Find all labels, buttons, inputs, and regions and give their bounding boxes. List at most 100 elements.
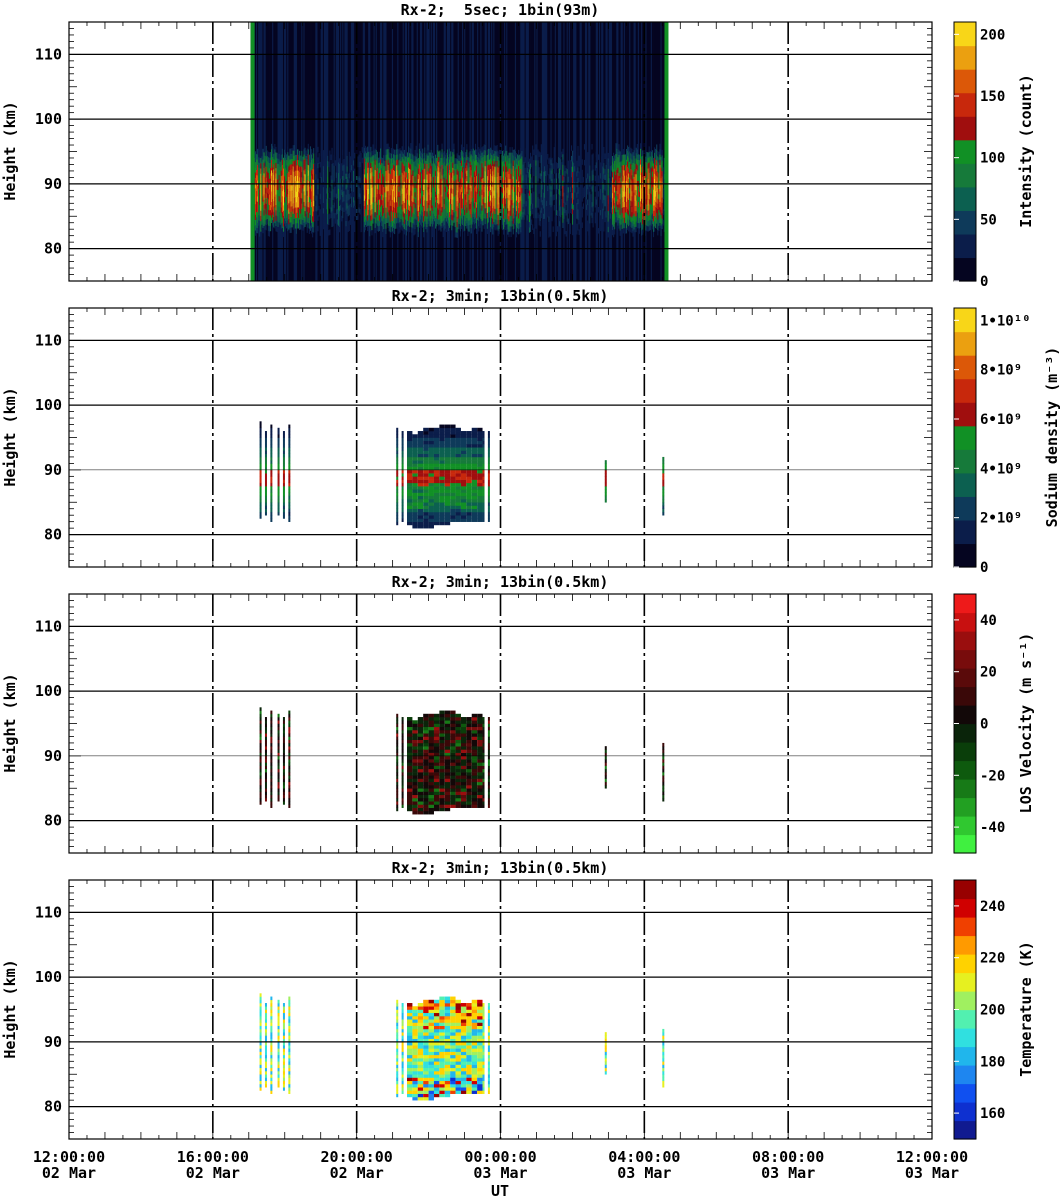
intensity-cell xyxy=(299,198,301,204)
intensity-cell xyxy=(454,163,456,170)
intensity-cell xyxy=(392,153,395,160)
intensity-cell xyxy=(313,216,315,223)
intensity-cell xyxy=(367,220,369,226)
intensity-cell xyxy=(387,211,390,218)
intensity-column xyxy=(360,22,363,281)
intensity-cell xyxy=(592,153,595,160)
intensity-cell xyxy=(277,200,280,206)
intensity-column xyxy=(377,22,380,281)
intensity-cell xyxy=(386,149,388,155)
intensity-cell xyxy=(282,173,285,180)
intensity-cell xyxy=(424,179,426,185)
intensity-cell xyxy=(616,174,618,181)
intensity-cell xyxy=(442,184,445,190)
intensity-cell xyxy=(349,161,352,168)
intensity-cell xyxy=(370,157,372,163)
intensity-cell xyxy=(577,224,579,231)
intensity-cell xyxy=(481,226,483,232)
intensity-cell xyxy=(309,209,312,216)
intensity-cell xyxy=(402,221,405,228)
intensity-cell xyxy=(497,198,500,205)
intensity-cell xyxy=(450,156,452,163)
intensity-cell xyxy=(369,193,371,200)
intensity-cell xyxy=(558,220,560,226)
intensity-column xyxy=(581,22,584,281)
intensity-cell xyxy=(602,192,604,199)
intensity-cell xyxy=(606,199,609,205)
intensity-cell xyxy=(335,219,338,226)
intensity-cell xyxy=(582,192,585,199)
intensity-cell xyxy=(401,177,404,184)
intensity-cell xyxy=(319,225,322,231)
intensity-cell xyxy=(484,213,487,219)
intensity-cell xyxy=(396,149,398,155)
intensity-cell xyxy=(425,155,427,161)
intensity-cell xyxy=(533,212,535,219)
intensity-cell xyxy=(287,167,289,174)
intensity-cell xyxy=(422,211,424,218)
intensity-cell xyxy=(279,203,282,210)
intensity-cell xyxy=(268,210,271,216)
intensity-column xyxy=(348,22,351,281)
intensity-cell xyxy=(607,205,610,212)
intensity-cell xyxy=(427,165,429,172)
intensity-cell xyxy=(503,207,505,214)
intensity-cell xyxy=(454,184,456,191)
intensity-cell xyxy=(505,145,507,152)
intensity-cell xyxy=(494,161,496,167)
intensity-cell xyxy=(454,210,456,217)
intensity-cell xyxy=(617,188,619,195)
intensity-cell xyxy=(381,215,383,221)
intensity-cell xyxy=(546,195,548,201)
intensity-cell xyxy=(572,182,574,188)
intensity-cell xyxy=(542,166,545,172)
intensity-cell xyxy=(560,153,562,160)
intensity-cell xyxy=(327,197,329,204)
intensity-cell xyxy=(522,180,524,186)
intensity-cell xyxy=(440,189,442,195)
intensity-cell xyxy=(371,156,373,162)
intensity-cell xyxy=(336,197,339,204)
intensity-cell xyxy=(359,187,362,194)
intensity-cell xyxy=(603,210,605,216)
intensity-cell xyxy=(617,220,619,226)
intensity-cell xyxy=(259,188,261,195)
intensity-cell xyxy=(400,176,403,183)
intensity-cell xyxy=(577,209,579,215)
intensity-cell xyxy=(323,184,326,191)
intensity-cell xyxy=(577,219,579,226)
intensity-cell xyxy=(488,148,491,155)
intensity-cell xyxy=(580,179,583,185)
intensity-cell xyxy=(277,163,280,170)
intensity-cell xyxy=(607,152,610,159)
intensity-cell xyxy=(570,171,573,178)
intensity-cell xyxy=(419,177,422,183)
intensity-cell xyxy=(531,203,533,210)
intensity-cell xyxy=(537,149,540,156)
intensity-cell xyxy=(368,178,370,184)
intensity-cell xyxy=(281,217,284,223)
intensity-cell xyxy=(291,158,294,165)
intensity-cell xyxy=(408,193,410,200)
intensity-cell xyxy=(346,181,349,188)
intensity-cell xyxy=(326,214,328,220)
intensity-cell xyxy=(465,157,467,163)
intensity-cell xyxy=(480,187,482,193)
intensity-cell xyxy=(411,211,413,217)
intensity-cell xyxy=(413,161,415,167)
intensity-cell xyxy=(330,201,332,208)
intensity-cell xyxy=(432,203,435,209)
intensity-cell xyxy=(306,222,309,228)
intensity-cell xyxy=(404,214,407,220)
intensity-cell xyxy=(278,216,281,223)
intensity-cell xyxy=(522,217,524,223)
intensity-cell xyxy=(531,156,533,162)
intensity-cell xyxy=(285,225,287,232)
intensity-cell xyxy=(295,196,298,203)
intensity-cell xyxy=(437,144,439,151)
intensity-cell xyxy=(615,201,617,207)
intensity-cell xyxy=(545,223,547,229)
intensity-cell xyxy=(295,228,298,234)
intensity-cell xyxy=(360,221,363,227)
intensity-cell xyxy=(350,149,353,155)
